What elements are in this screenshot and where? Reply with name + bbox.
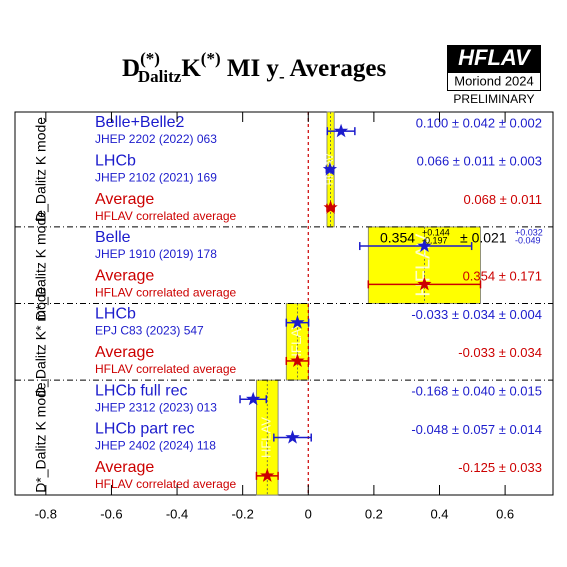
x-tick-label: -0.6 [100,506,122,521]
value-label: 0.100 ± 0.042 ± 0.002 [416,115,542,130]
title-part: Dalitz [138,67,182,86]
value-label-part: +0.144 [422,227,450,237]
value-label: 0.068 ± 0.011 [464,192,542,207]
x-tick-label: 0.2 [365,506,383,521]
entry-ref: JHEP 1910 (2019) 178 [95,247,217,261]
logo-status: PRELIMINARY [453,92,534,106]
marker [246,391,261,406]
value-label: -0.125 ± 0.033 [458,460,542,475]
marker [333,123,349,138]
marker [417,276,432,291]
value-label-part: -0.197 [422,235,448,245]
entry-name: Average [95,191,154,208]
title-part: (*) [201,49,221,68]
entry-ref: HFLAV correlated average [95,209,237,223]
band-watermark: HFLAV [413,233,435,297]
value-label: 0.354 ± 0.171 [463,269,542,284]
marker [417,238,432,253]
entry-name: LHCb [95,153,136,170]
entry-ref: EPJ C83 (2023) 547 [95,324,204,338]
entry-ref: JHEP 2202 (2022) 063 [95,132,217,146]
title-part: MI y [221,55,280,82]
entry-name: Belle+Belle2 [95,114,185,131]
value-label-part: ± 0.021 [460,230,507,246]
entry-name: LHCb part rec [95,421,195,438]
entry-ref: JHEP 2402 (2024) 118 [95,439,216,453]
x-tick-label: -0.8 [35,506,57,521]
title-part: Averages [285,55,387,82]
entry-name: LHCb full rec [95,382,187,399]
logo-subtitle-box [447,72,541,91]
group-label: D_Dalitz K* mode [33,286,49,397]
entry-name: Average [95,459,154,476]
x-tick-label: 0 [305,506,312,521]
logo-title: HFLAV [458,45,532,70]
title-part: (*) [140,49,160,68]
entry-ref: JHEP 2312 (2023) 013 [95,400,217,414]
group-label: D_Dalitz K mode [33,117,49,222]
value-label-part: 0.354 [380,230,415,246]
entry-name: LHCb [95,306,136,323]
group-label: D*_Dalitz K mode [33,210,49,321]
value-label: 0.066 ± 0.011 ± 0.003 [417,154,542,169]
logo-subtitle: Moriond 2024 [454,73,534,88]
entry-name: Belle [95,229,131,246]
plot-area: HFLAVHFLAVHFLAVHFLAVD_Dalitz K modeBelle… [14,111,554,521]
entry-name: Average [95,267,154,284]
marker [322,162,338,176]
marks-layer [239,123,482,482]
value-label-part: +0.032 [515,227,543,237]
chart-title: D(*) DalitzK(*) MI y- Averages [122,49,386,86]
value-label-part: -0.049 [515,235,541,245]
title-part: D [122,55,140,82]
logo-box [447,45,541,72]
entry-ref: HFLAV correlated average [95,477,237,491]
entry-name: Average [95,344,154,361]
title-part: K [181,55,201,82]
value-label: -0.048 ± 0.057 ± 0.014 [411,422,542,437]
marker [260,468,275,482]
x-tick-label: -0.2 [231,506,253,521]
x-tick-label: 0.4 [430,506,448,521]
x-tick-label: 0.6 [496,506,514,521]
entry-ref: HFLAV correlated average [95,285,237,299]
entry-ref: HFLAV correlated average [95,362,237,376]
marker [290,353,305,367]
value-label: -0.033 ± 0.034 [458,345,542,360]
marker [290,315,305,329]
x-tick-label: -0.4 [166,506,188,521]
marker [323,200,338,214]
title-part: - [279,67,285,86]
marker [285,430,300,444]
band-watermark: HFLAV [259,417,274,458]
band-watermark: HFLAV [289,321,304,363]
value-label: -0.168 ± 0.040 ± 0.015 [411,384,542,399]
entry-ref: JHEP 2102 (2021) 169 [95,170,217,184]
value-label: -0.033 ± 0.034 ± 0.004 [411,307,542,322]
group-label: D*_Dalitz K mode [33,382,49,493]
